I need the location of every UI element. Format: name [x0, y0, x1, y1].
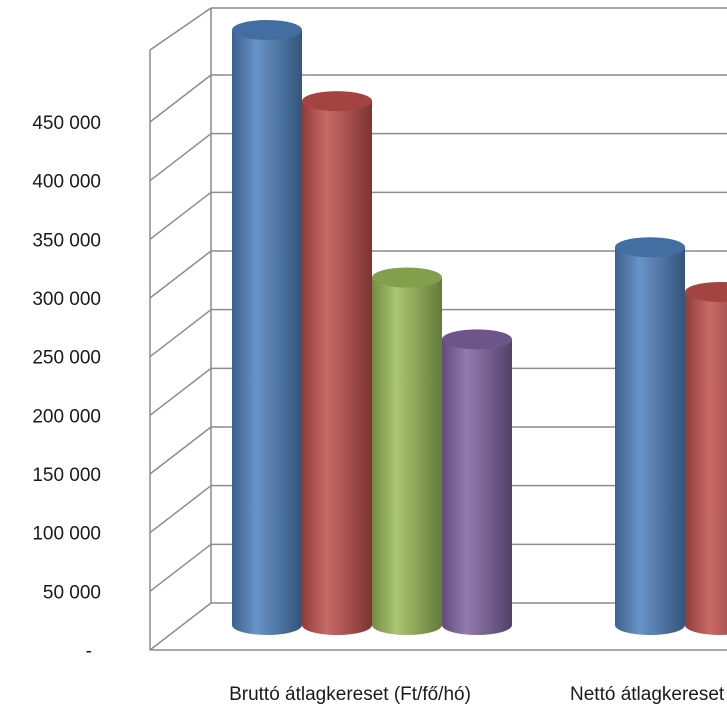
y-tick-label: 350 000 [32, 230, 101, 251]
bar-top [372, 267, 442, 288]
gridline-side [149, 250, 212, 299]
y-tick-label: - [86, 641, 92, 662]
y-tick-label: 450 000 [32, 113, 101, 134]
y-axis-ticks: - 50 000 100 000 150 000 200 000 250 000 300 0… [32, 113, 101, 662]
bar-top [442, 329, 512, 350]
bar [372, 267, 442, 635]
side-wall-top-edge [149, 7, 212, 51]
gridline-side [149, 426, 212, 475]
bar-top [232, 20, 302, 40]
gridline-side [149, 309, 212, 358]
bar-top [302, 91, 372, 112]
gridline-side [149, 602, 212, 651]
gridline-side [149, 485, 212, 534]
gridline-side [149, 191, 212, 240]
y-tick-label: 100 000 [32, 524, 101, 545]
bar-top [685, 281, 727, 302]
chart-walls [149, 7, 727, 651]
bar-body [302, 101, 372, 636]
gridline-side [149, 367, 212, 416]
bar [442, 329, 512, 635]
bar-top [615, 237, 685, 258]
gridline-side [149, 543, 212, 592]
y-tick-label: 300 000 [32, 289, 101, 310]
bar-body [232, 30, 302, 635]
bar-body [685, 291, 727, 635]
bar-body [615, 247, 685, 635]
bar [685, 281, 727, 635]
gridline-side [149, 74, 212, 123]
bar [232, 20, 302, 635]
y-tick-label: 400 000 [32, 172, 101, 193]
x-category-label: Nettó átlagkereset (Ft/fő/hó) [570, 684, 727, 705]
y-tick-label: 200 000 [32, 406, 101, 427]
x-axis-labels: Bruttó átlagkereset (Ft/fő/hó) Nettó átla… [229, 684, 727, 705]
bar [302, 91, 372, 636]
y-tick-label: 250 000 [32, 348, 101, 369]
bar-body [372, 277, 442, 635]
gridline-side [149, 133, 212, 182]
x-category-label: Bruttó átlagkereset (Ft/fő/hó) [229, 684, 471, 705]
bar [615, 237, 685, 635]
y-tick-label: 50 000 [43, 582, 101, 603]
bars [232, 20, 727, 636]
y-tick-label: 150 000 [32, 465, 101, 486]
bar-body [442, 339, 512, 635]
